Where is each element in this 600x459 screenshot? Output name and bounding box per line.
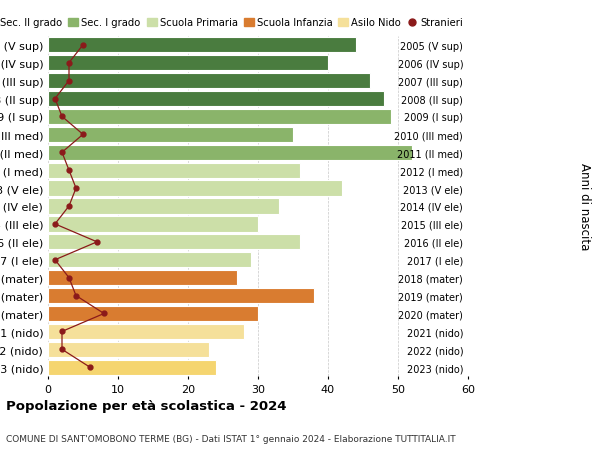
Text: Popolazione per età scolastica - 2024: Popolazione per età scolastica - 2024 — [6, 399, 287, 412]
Bar — [48, 92, 384, 107]
Bar — [48, 128, 293, 143]
Bar — [48, 306, 258, 321]
Text: COMUNE DI SANT'OMOBONO TERME (BG) - Dati ISTAT 1° gennaio 2024 - Elaborazione TU: COMUNE DI SANT'OMOBONO TERME (BG) - Dati… — [6, 434, 455, 443]
Bar — [48, 288, 314, 303]
Bar — [48, 235, 300, 250]
Bar — [48, 270, 237, 285]
Text: Anni di nascita: Anni di nascita — [578, 163, 591, 250]
Bar — [48, 324, 244, 339]
Bar — [48, 360, 216, 375]
Bar — [48, 342, 209, 357]
Bar — [48, 56, 328, 71]
Bar — [48, 217, 258, 232]
Bar — [48, 181, 342, 196]
Bar — [48, 252, 251, 268]
Bar — [48, 110, 391, 125]
Bar — [48, 163, 300, 179]
Bar — [48, 74, 370, 89]
Bar — [48, 199, 279, 214]
Bar — [48, 146, 412, 161]
Bar — [48, 38, 356, 53]
Legend: Sec. II grado, Sec. I grado, Scuola Primaria, Scuola Infanzia, Asilo Nido, Stran: Sec. II grado, Sec. I grado, Scuola Prim… — [0, 18, 463, 28]
